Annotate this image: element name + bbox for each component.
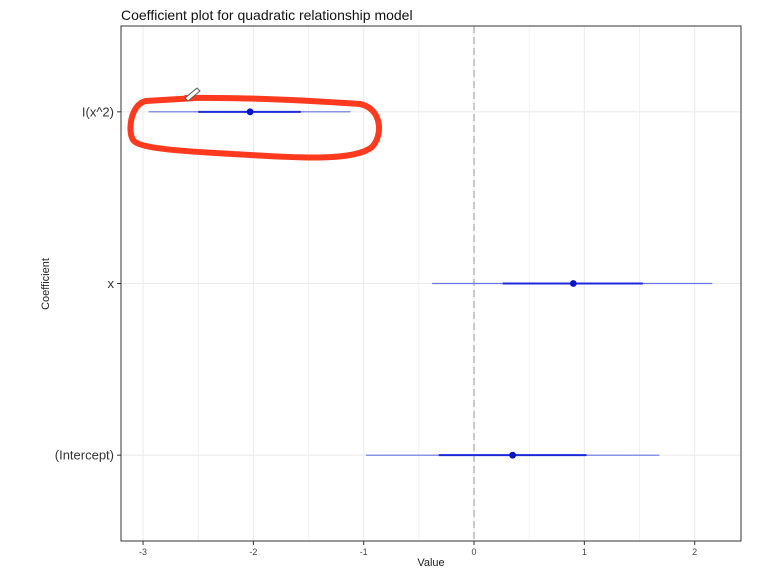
red-highlight-annotation — [127, 94, 382, 161]
annotation-layer — [127, 87, 382, 161]
x-tick-label: 0 — [472, 547, 477, 557]
y-axis-title: Coefficient — [40, 258, 52, 310]
x-tick-label: -3 — [139, 547, 147, 557]
coefficient-point — [509, 451, 517, 459]
coefficient-point — [246, 108, 254, 116]
y-tick-label: (Intercept) — [55, 448, 114, 463]
x-axis-ticks: -3 -2 -1 0 1 2 — [139, 541, 697, 557]
y-tick-label: x — [108, 276, 115, 291]
x-tick-label: 2 — [692, 547, 697, 557]
x-tick-label: -2 — [249, 547, 257, 557]
pen-cursor-icon — [184, 87, 201, 102]
coefficient-x — [432, 280, 713, 287]
x-axis-title: Value — [417, 557, 444, 569]
coefficient-series — [148, 108, 713, 459]
x-tick-label: -1 — [360, 547, 368, 557]
x-tick-label: 1 — [582, 547, 587, 557]
y-axis-ticks: (Intercept) x I(x^2) — [55, 104, 121, 463]
chart-title: Coefficient plot for quadratic relations… — [121, 7, 413, 23]
y-tick-label: I(x^2) — [82, 104, 114, 119]
coefficient-point — [569, 280, 577, 287]
coefficient-intercept — [365, 451, 660, 459]
coefficient-i-x-2 — [148, 108, 351, 116]
